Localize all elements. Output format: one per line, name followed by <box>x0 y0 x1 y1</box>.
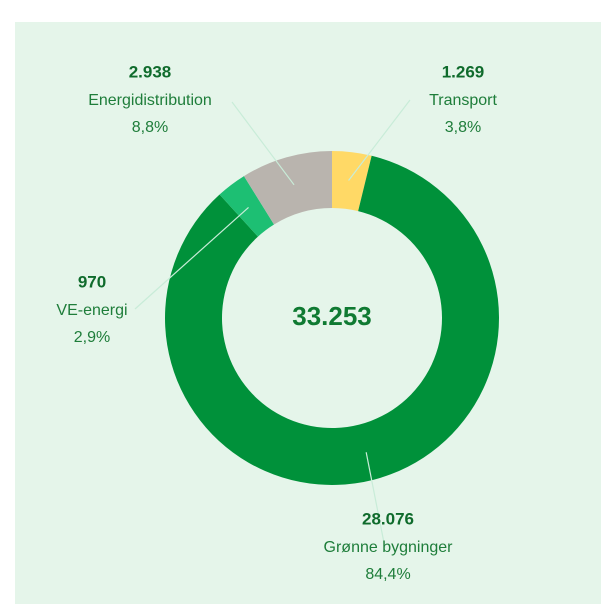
percent-label: 3,8% <box>445 119 481 136</box>
leader-line <box>365 452 386 549</box>
percent-label: 84,4% <box>365 566 410 583</box>
chart-background <box>15 22 601 604</box>
leader-line <box>348 99 411 181</box>
value-label: 1.269 <box>442 62 485 81</box>
percent-label: 2,9% <box>74 329 110 346</box>
leader-line <box>134 207 249 310</box>
category-label: Grønne bygninger <box>324 539 454 556</box>
donut-slice <box>219 176 275 237</box>
category-label: Transport <box>429 92 497 109</box>
donut-slice <box>332 151 372 212</box>
category-label: VE-energi <box>56 302 127 319</box>
value-label: 2.938 <box>129 62 172 81</box>
donut-slice <box>164 155 499 486</box>
value-label: 970 <box>78 272 106 291</box>
category-label: Energidistribution <box>88 92 212 109</box>
total-label: 33.253 <box>292 301 372 331</box>
leader-line <box>231 101 295 186</box>
percent-label: 8,8% <box>132 119 168 136</box>
donut-slice <box>243 151 332 225</box>
value-label: 28.076 <box>362 509 414 528</box>
